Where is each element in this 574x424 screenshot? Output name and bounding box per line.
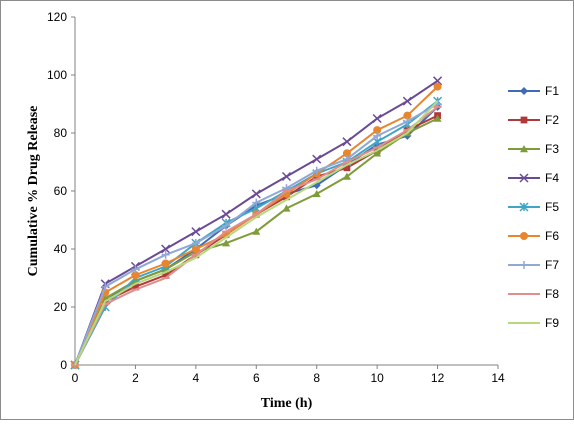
x-tick-label: 4 (193, 371, 200, 385)
legend-label: F6 (545, 229, 559, 243)
series-f9 (74, 100, 439, 366)
y-tick-label: 100 (47, 68, 67, 82)
data-point (191, 227, 201, 237)
data-point (131, 265, 140, 274)
legend-label: F3 (545, 142, 559, 156)
data-point (520, 145, 528, 153)
data-point (131, 271, 140, 280)
series-line (74, 114, 439, 366)
series-line (74, 85, 439, 366)
data-point (373, 126, 382, 135)
legend-label: F8 (545, 287, 559, 301)
data-point (101, 282, 110, 291)
y-tick-label: 80 (54, 126, 68, 140)
x-tick-label: 0 (72, 371, 79, 385)
legend-item-f3: F3 (508, 142, 559, 156)
data-point (162, 271, 170, 279)
legend-item-f1: F1 (508, 84, 559, 98)
series-f7 (71, 100, 442, 369)
data-point (433, 114, 442, 122)
data-point (222, 221, 231, 230)
data-point (252, 227, 261, 235)
data-point (403, 111, 412, 120)
x-tick-label: 6 (253, 371, 260, 385)
legend-item-f4: F4 (508, 171, 559, 185)
legend-label: F2 (545, 113, 559, 127)
series-f3 (71, 114, 442, 369)
legend: F1 F2 F3 F4 F5 F6 F7 F8 F9 (508, 84, 559, 330)
data-point (312, 189, 321, 198)
data-point (191, 245, 200, 253)
x-tick-label: 2 (132, 371, 139, 385)
x-tick-label: 8 (313, 371, 320, 385)
legend-item-f2: F2 (508, 113, 559, 127)
data-point (222, 239, 231, 247)
data-point (520, 232, 528, 240)
series-line (74, 100, 439, 366)
series-f6 (71, 82, 442, 369)
series-line (74, 117, 439, 366)
series-line (74, 79, 439, 366)
y-tick-label: 60 (54, 184, 68, 198)
legend-label: F7 (545, 258, 559, 272)
y-tick-label: 20 (54, 300, 68, 314)
x-tick-label: 12 (431, 371, 445, 385)
data-point (373, 131, 382, 140)
data-point (520, 87, 528, 95)
legend-item-f8: F8 (508, 287, 559, 301)
data-point (520, 116, 528, 124)
data-point (161, 250, 170, 259)
data-point (312, 166, 321, 175)
data-point (433, 82, 442, 91)
legend-label: F4 (545, 171, 559, 185)
y-axis-title: Cumulative % Drug Release (26, 106, 41, 277)
data-point (402, 96, 412, 106)
series-layer (70, 76, 443, 370)
data-point (342, 137, 352, 147)
data-point (312, 154, 322, 164)
data-point (221, 209, 231, 219)
data-point (373, 149, 382, 157)
series-f2 (71, 112, 441, 369)
y-tick-label: 0 (60, 358, 67, 372)
x-axis-title: Time (h) (261, 396, 313, 411)
data-point (282, 204, 291, 212)
data-point (343, 164, 351, 172)
data-point (281, 171, 292, 182)
data-point (191, 239, 200, 248)
data-point (519, 173, 529, 183)
legend-item-f9: F9 (508, 316, 559, 330)
data-point (403, 117, 412, 126)
data-point (161, 244, 171, 254)
legend-label: F9 (545, 316, 559, 330)
data-point (520, 261, 528, 269)
axes: 0 20 40 60 80 100 120 0 2 4 6 8 10 12 14 (47, 10, 505, 385)
data-point (519, 202, 529, 212)
y-tick-label: 120 (47, 10, 67, 24)
data-point (252, 198, 261, 207)
legend-item-f5: F5 (508, 200, 559, 214)
legend-item-f7: F7 (508, 258, 559, 272)
legend-label: F5 (545, 200, 559, 214)
data-point (433, 76, 443, 86)
data-point (372, 113, 382, 124)
data-point (132, 283, 139, 291)
data-point (251, 189, 261, 199)
series-f4 (70, 76, 443, 370)
x-tick-label: 14 (491, 371, 505, 385)
y-tick-label: 40 (54, 242, 68, 256)
legend-item-f6: F6 (508, 229, 559, 243)
data-point (342, 172, 351, 180)
legend-label: F1 (545, 84, 559, 98)
data-point (161, 259, 170, 268)
x-tick-label: 10 (370, 371, 384, 385)
data-point (342, 149, 351, 158)
